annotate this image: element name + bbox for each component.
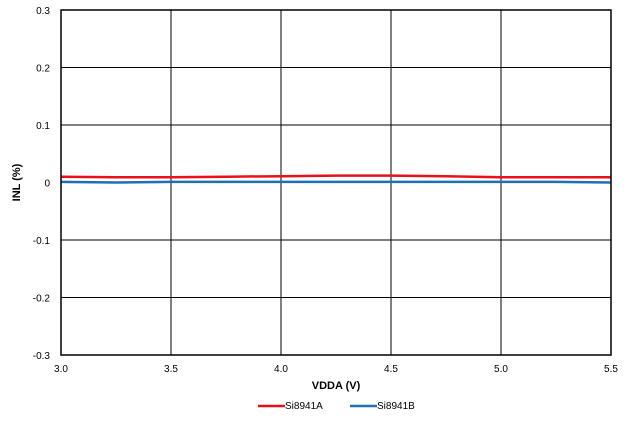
legend: Si8941A Si8941B [258, 401, 415, 412]
x-axis-title: VDDA (V) [312, 380, 361, 392]
legend-label-si8941a: Si8941A [285, 401, 323, 412]
series-lines [60, 174, 612, 184]
tick-labels: 3.0 3.5 4.0 4.5 5.0 5.5 0.3 0.2 0.1 0 -0.1 -0.2 -0.3 [33, 6, 619, 375]
x-tick-label: 3.5 [164, 364, 178, 375]
x-tick-label: 4.0 [274, 364, 288, 375]
y-tick-label: 0 [44, 179, 50, 190]
x-tick-label: 3.0 [54, 364, 68, 375]
legend-label-si8941b: Si8941B [377, 401, 415, 412]
y-tick-label: -0.2 [33, 294, 51, 305]
x-tick-label: 4.5 [384, 364, 398, 375]
y-tick-label: 0.1 [36, 121, 50, 132]
x-tick-label: 5.0 [494, 364, 508, 375]
y-tick-label: 0.2 [36, 64, 50, 75]
y-axis-title: INL (%) [11, 163, 23, 201]
y-tick-label: -0.3 [33, 351, 51, 362]
series-line-si8941b [60, 180, 612, 184]
x-tick-label: 5.5 [604, 364, 618, 375]
y-tick-label: -0.1 [33, 236, 51, 247]
y-tick-label: 0.3 [36, 6, 50, 17]
plot-area-frame [60, 9, 612, 356]
series-line-si8941a [60, 174, 611, 179]
